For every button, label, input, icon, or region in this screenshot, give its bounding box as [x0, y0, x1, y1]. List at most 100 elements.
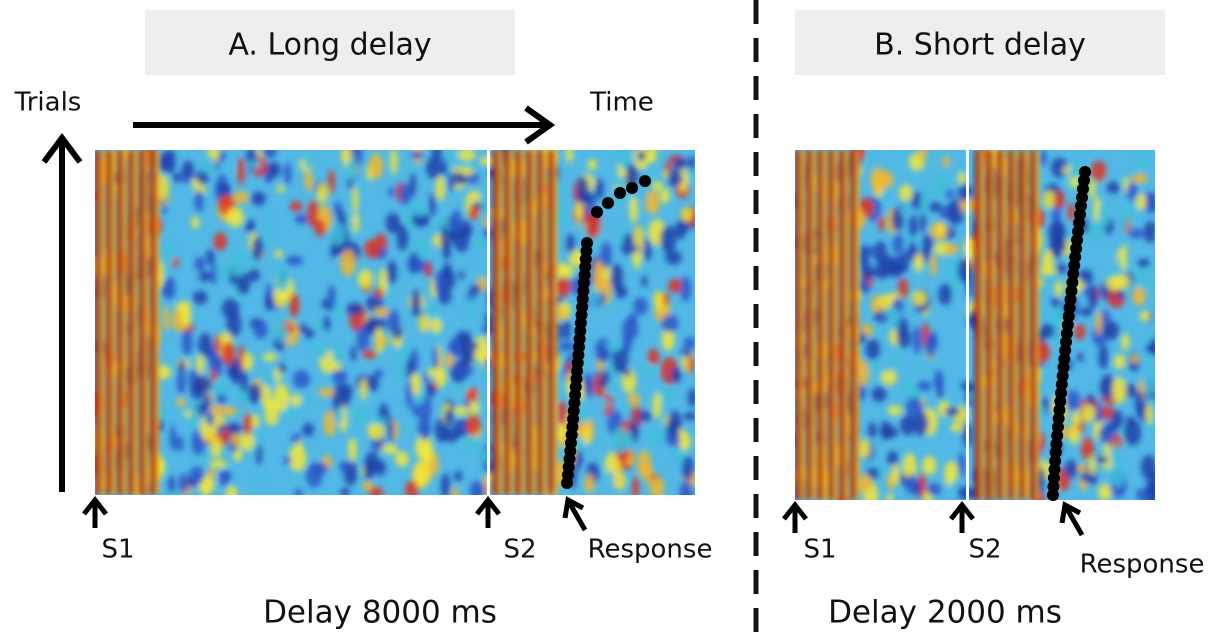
heat-blob — [660, 225, 677, 254]
heat-blob — [359, 378, 368, 400]
heat-blob — [294, 488, 303, 495]
heat-blob — [277, 363, 286, 374]
heat-blob — [565, 150, 574, 164]
heat-blob — [687, 355, 695, 374]
heat-blob — [210, 437, 222, 459]
heat-blob — [1043, 190, 1056, 209]
heat-blob — [426, 157, 442, 180]
heat-blob — [1098, 201, 1110, 229]
heat-blob — [239, 431, 255, 451]
heat-blob — [555, 262, 569, 279]
heat-blob — [887, 405, 903, 416]
stripe — [128, 150, 134, 495]
heat-blob — [649, 476, 665, 495]
heat-blob — [467, 171, 479, 184]
heat-blob — [230, 432, 241, 447]
panel-title: A. Long delay — [228, 28, 431, 63]
heat-blob — [461, 344, 470, 369]
heat-blob — [1076, 352, 1084, 363]
stripe — [1036, 150, 1039, 500]
heat-blob — [216, 393, 227, 405]
caption: Delay 2000 ms — [828, 595, 1062, 631]
heat-blob — [613, 472, 626, 491]
heat-blob — [300, 394, 313, 403]
heat-blob — [1136, 193, 1147, 211]
heat-blob — [625, 163, 639, 189]
marker-label: Response — [1080, 550, 1205, 580]
heat-blob — [1130, 354, 1140, 364]
heat-blob — [245, 219, 256, 234]
heat-blob — [253, 469, 260, 490]
stripe — [139, 150, 145, 495]
heat-blob — [646, 429, 664, 446]
heat-blob — [465, 387, 480, 403]
heat-blob — [958, 183, 973, 202]
heat-blob — [374, 287, 384, 299]
heat-blob — [220, 406, 237, 416]
heat-blob — [255, 444, 262, 466]
heat-blob — [323, 315, 331, 332]
stripe — [1019, 150, 1025, 500]
heat-blob — [331, 223, 345, 246]
heat-blob — [627, 393, 641, 406]
stripe — [554, 150, 557, 495]
heat-blob — [664, 250, 682, 265]
heat-blob — [213, 232, 227, 251]
heat-blob — [373, 307, 390, 317]
stripe — [975, 150, 981, 500]
stripe — [134, 150, 137, 495]
heat-blob — [1121, 333, 1130, 351]
stripe — [101, 150, 104, 495]
heat-blob — [340, 249, 356, 277]
heat-blob — [931, 172, 947, 197]
heat-blob — [390, 150, 398, 175]
heat-blob — [610, 263, 624, 292]
heat-blob — [201, 478, 210, 495]
heat-blob — [1039, 150, 1047, 167]
stripe — [112, 150, 115, 495]
heat-blob — [442, 428, 460, 443]
heat-blob — [1074, 323, 1086, 341]
heat-blob — [623, 368, 631, 378]
heat-blob — [631, 476, 640, 495]
dot — [1047, 480, 1060, 493]
stripe — [504, 150, 510, 495]
stripe — [845, 150, 848, 500]
heat-blob — [1116, 289, 1124, 301]
heat-blob — [276, 184, 285, 193]
heat-blob — [225, 485, 238, 495]
heat-blob — [576, 176, 590, 203]
heat-blob — [899, 184, 913, 202]
heat-blob — [680, 276, 692, 302]
heat-blob — [680, 346, 693, 358]
heat-blob — [368, 486, 384, 495]
stripe — [106, 150, 112, 495]
heat-blob — [457, 150, 476, 161]
heatmap — [95, 150, 695, 495]
stripe — [532, 150, 535, 495]
heat-blob — [198, 271, 212, 282]
stripe — [981, 150, 984, 500]
stripe — [823, 150, 826, 500]
heat-blob — [1139, 310, 1151, 322]
heat-blob — [440, 472, 451, 495]
heat-blob — [1078, 307, 1094, 317]
heat-blob — [307, 200, 320, 228]
heat-blob — [476, 389, 485, 410]
heat-blob — [262, 352, 277, 362]
heat-blob — [586, 288, 603, 304]
heat-blob — [274, 266, 290, 292]
heat-blob — [928, 201, 942, 213]
heat-blob — [659, 425, 667, 437]
heat-blob — [285, 255, 304, 266]
heat-blob — [1132, 287, 1146, 306]
heat-blob — [882, 255, 896, 277]
heat-blob — [1133, 275, 1141, 288]
dot — [1047, 472, 1060, 484]
heat-blob — [1126, 415, 1135, 428]
heat-blob — [248, 268, 261, 282]
heat-blob — [274, 249, 283, 259]
heat-blob — [861, 264, 875, 280]
heat-blob — [957, 258, 973, 283]
